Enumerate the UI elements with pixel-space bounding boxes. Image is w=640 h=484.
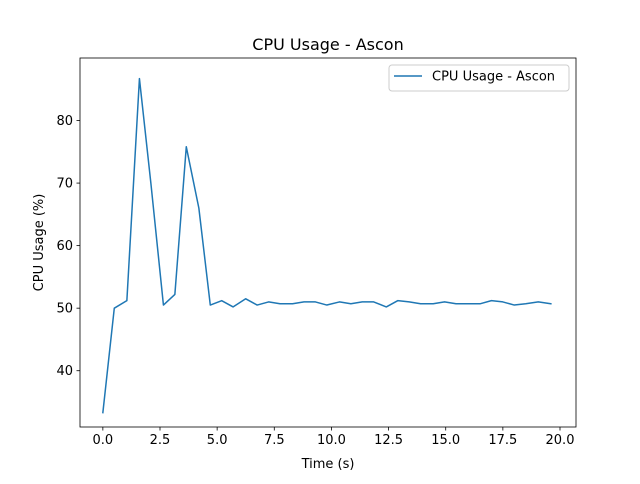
y-tick-label: 50 xyxy=(56,302,73,317)
y-tick-label: 80 xyxy=(56,114,73,129)
plot-frame xyxy=(79,57,577,428)
x-tick-label: 17.5 xyxy=(488,433,517,448)
x-tick-label: 20.0 xyxy=(546,433,575,448)
legend-box xyxy=(388,64,570,92)
y-tick-label: 60 xyxy=(56,239,73,254)
legend-label: CPU Usage - Ascon xyxy=(432,70,555,85)
y-axis: 40 50 60 70 80 xyxy=(56,114,80,379)
series-layer xyxy=(102,77,552,414)
x-tick-label: 7.5 xyxy=(264,433,285,448)
x-tick-label: 5.0 xyxy=(207,433,228,448)
y-tick-label: 70 xyxy=(56,177,73,192)
x-tick-label: 10.0 xyxy=(317,433,346,448)
x-tick-label: 0.0 xyxy=(93,433,114,448)
y-tick-label: 40 xyxy=(56,364,73,379)
x-axis-label: Time (s) xyxy=(301,457,355,472)
legend: CPU Usage - Ascon xyxy=(388,64,570,92)
y-axis-label: CPU Usage (%) xyxy=(32,194,47,292)
x-axis: 0.0 2.5 5.0 7.5 10.0 12.5 15.0 17.5 20.0 xyxy=(93,427,575,448)
x-tick-label: 15.0 xyxy=(431,433,460,448)
series-line-0 xyxy=(102,77,552,414)
x-tick-label: 12.5 xyxy=(374,433,403,448)
x-tick-label: 2.5 xyxy=(150,433,171,448)
chart-title: CPU Usage - Ascon xyxy=(252,35,403,54)
